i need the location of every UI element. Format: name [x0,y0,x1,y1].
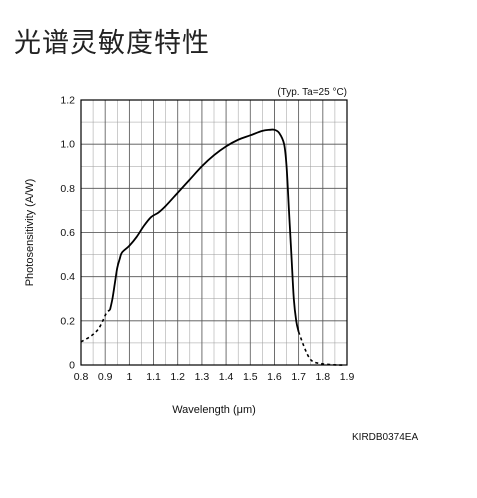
x-tick-label: 1.2 [170,371,185,383]
x-tick-label: 1.3 [195,371,210,383]
y-tick-label: 0.6 [60,227,75,239]
series-line-dashed-2 [297,331,345,366]
series-group [80,128,345,366]
x-tick-label: 0.8 [74,371,89,383]
x-tick-label: 0.9 [98,371,113,383]
y-tick-label: 0 [69,360,75,372]
y-tick-labels: 0 0.2 0.4 0.6 0.8 1.0 1.2 [60,95,75,372]
x-tick-label: 1.8 [316,371,331,383]
x-tick-label: 1.5 [243,371,258,383]
y-tick-label: 1.2 [60,95,75,107]
x-tick-label: 1.1 [146,371,161,383]
x-tick-labels: 0.8 0.9 1 1.1 1.2 1.3 1.4 1.5 1.6 1.7 1.8 1.9 [74,371,355,383]
y-tick-label: 1.0 [60,139,75,151]
y-tick-label: 0.8 [60,183,75,195]
page-title: 光谱灵敏度特性 [14,28,210,59]
x-tick-label: 1.9 [340,371,355,383]
x-tick-label: 1.4 [219,371,234,383]
series-line-dashed-0 [80,309,111,343]
y-axis-label: Photosensitivity (A/W) [24,179,36,287]
y-tick-label: 0.2 [60,315,75,327]
x-axis-label: Wavelength (μm) [172,404,256,416]
series-line-solid [109,128,300,333]
plot-frame [80,99,348,366]
chart-annotation: (Typ. Ta=25 °C) [277,87,347,98]
document-code: KIRDB0374EA [352,432,419,443]
x-tick-label: 1.6 [267,371,282,383]
x-tick-label: 1.7 [291,371,306,383]
y-tick-label: 0.4 [60,271,75,283]
x-tick-label: 1 [126,371,132,383]
